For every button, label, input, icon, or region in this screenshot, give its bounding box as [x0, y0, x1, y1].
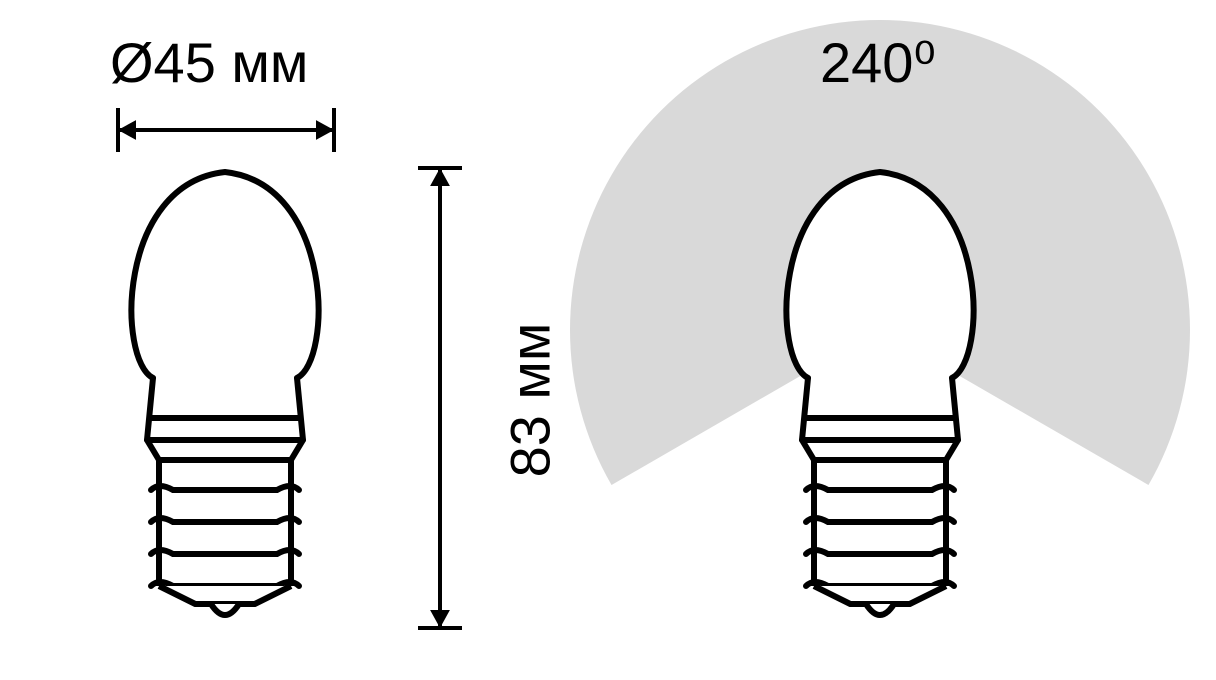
left-bulb-thread-3 — [151, 582, 299, 586]
right-bulb-tip — [866, 604, 894, 615]
right-bulb-neck-right — [952, 378, 958, 440]
right-bulb-cap — [814, 586, 946, 604]
left-bulb-glass — [131, 172, 318, 378]
left-bulb-collar — [147, 440, 303, 460]
diagram-svg — [0, 0, 1216, 680]
left-bulb-neck-right — [297, 378, 303, 440]
right-bulb-neck-left — [802, 378, 808, 440]
right-bulb-thread-3 — [806, 582, 954, 586]
right-bulb-collar — [802, 440, 958, 460]
right-bulb-thread-2 — [806, 550, 954, 554]
left-bulb-thread-0 — [151, 486, 299, 490]
left-bulb-tip — [211, 604, 239, 615]
left-bulb-cap — [159, 586, 291, 604]
right-bulb-thread-1 — [806, 518, 954, 522]
right-bulb-thread-0 — [806, 486, 954, 490]
left-bulb-thread-2 — [151, 550, 299, 554]
width-arrow-head-right — [316, 120, 334, 140]
diagram-stage: Ø45 мм 240⁰ 83 мм — [0, 0, 1216, 680]
height-arrow-head-top — [430, 168, 450, 186]
height-arrow-head-bot — [430, 610, 450, 628]
width-arrow-head-left — [118, 120, 136, 140]
left-bulb-thread-1 — [151, 518, 299, 522]
left-bulb-neck-left — [147, 378, 153, 440]
beam-angle-label: 240⁰ — [820, 30, 936, 96]
height-label: 83 мм — [498, 323, 563, 478]
diameter-label: Ø45 мм — [110, 30, 308, 95]
